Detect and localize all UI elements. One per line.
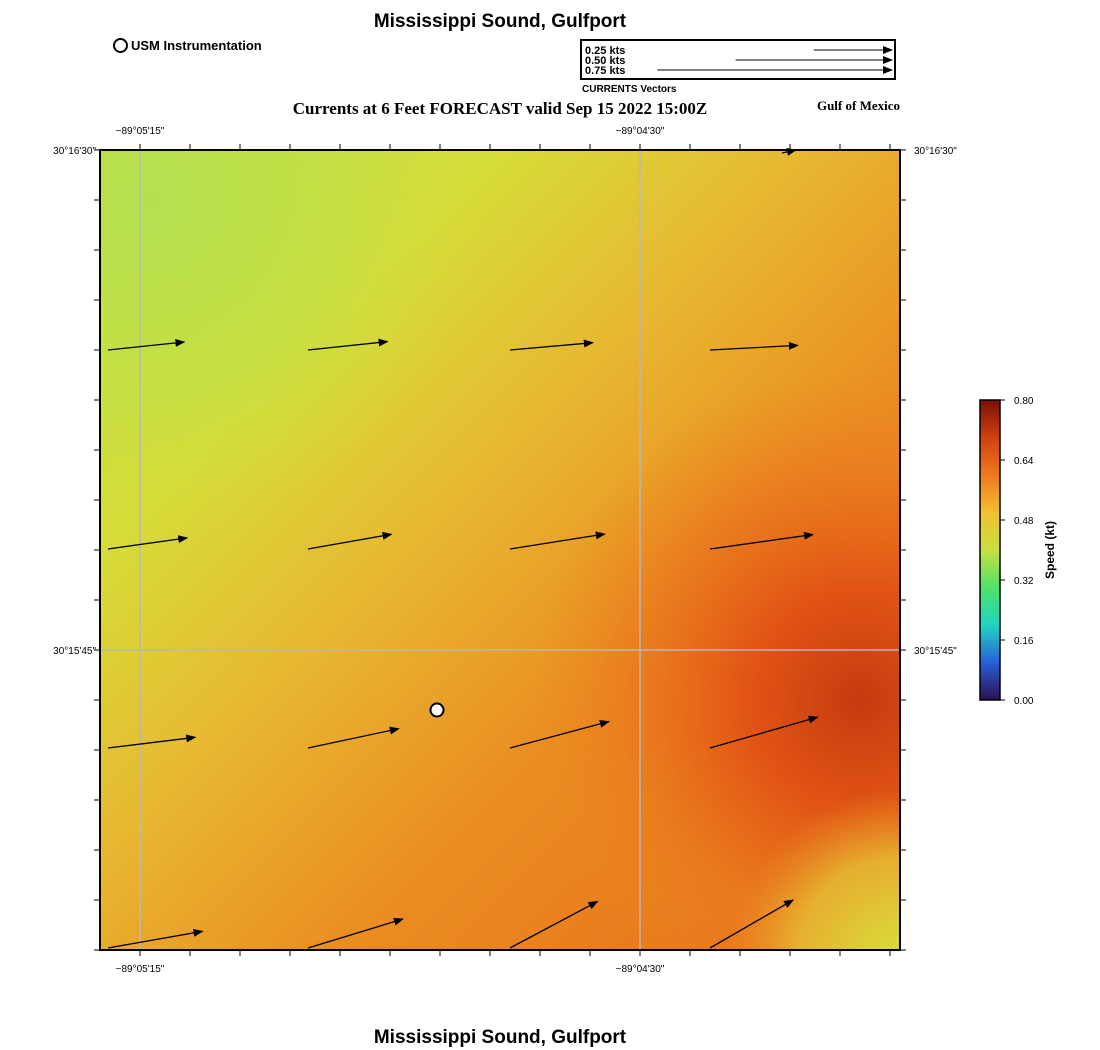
current-vector-arrow [307,917,404,949]
current-vector-arrow [107,338,186,351]
colorbar-tick-label: 0.16 [1014,636,1034,647]
current-vector-arrow [709,715,819,749]
vector-legend-entry-025: 0.25 kts [585,45,625,57]
colorbar-tick-label: 0.32 [1014,576,1034,587]
current-vectors [107,147,819,949]
lat-tick-left-1: 30°16'30" [53,146,96,157]
current-vector-arrow [107,535,189,550]
current-vector-arrow [509,719,610,749]
map-gridlines [100,150,900,950]
forecast-subtitle: Currents at 6 Feet FORECAST valid Sep 15… [292,99,708,118]
current-vector-arrow [709,531,814,550]
current-vector-arrow [709,341,799,351]
map-tick-marks [94,144,906,956]
speed-colorbar: 0.80 0.64 0.48 0.32 0.16 0.00 Speed (kt) [979,396,1057,707]
colorbar-tick-label: 0.48 [1014,516,1034,527]
current-vector-arrow [107,734,197,749]
region-label: Gulf of Mexico [816,98,900,113]
station-legend-label: USM Instrumentation [131,38,262,53]
lat-tick-left-2: 30°15'45" [53,646,96,657]
map-frame [99,149,901,951]
speed-field [100,150,900,950]
station-legend: USM Instrumentation [113,38,262,53]
colorbar-tick-label: 0.00 [1014,696,1034,707]
colorbar-tick-label: 0.80 [1014,396,1034,407]
colorbar-tick-label: 0.64 [1014,456,1034,467]
current-vector-arrow [509,531,606,550]
colorbar-ramp [979,399,1001,701]
colorbar-title: Speed (kt) [1043,521,1057,579]
lon-tick-top-1: −89°05'15" [116,126,165,137]
lon-tick-top-2: −89°04'30" [616,126,665,137]
vector-legend-arrows [657,46,893,74]
current-vector-arrow-edge [781,147,797,156]
vector-legend: 0.25 kts 0.50 kts 0.75 kts [580,39,896,80]
current-vector-arrow [307,531,393,550]
lat-tick-right-1: 30°16'30" [914,146,957,157]
current-vector-arrow [509,900,599,949]
vector-legend-entry-050: 0.50 kts [585,55,625,67]
map-title: Mississippi Sound, Gulfport [373,11,627,32]
current-vector-arrow [509,339,594,351]
current-vector-arrow [107,928,204,949]
current-vector-arrow [709,899,794,949]
lat-tick-right-2: 30°15'45" [914,646,957,657]
lon-tick-bottom-2: −89°04'30" [616,964,665,975]
white-circle-marker-icon [113,38,128,53]
current-vector-arrow [307,338,389,351]
vector-legend-caption: CURRENTS Vectors [582,84,677,95]
current-vector-arrow [307,726,400,749]
vector-legend-entry-075: 0.75 kts [585,65,625,77]
lon-tick-bottom-1: −89°05'15" [116,964,165,975]
station-marker-icon [429,702,445,718]
map-title-bottom: Mississippi Sound, Gulfport [373,1027,627,1048]
